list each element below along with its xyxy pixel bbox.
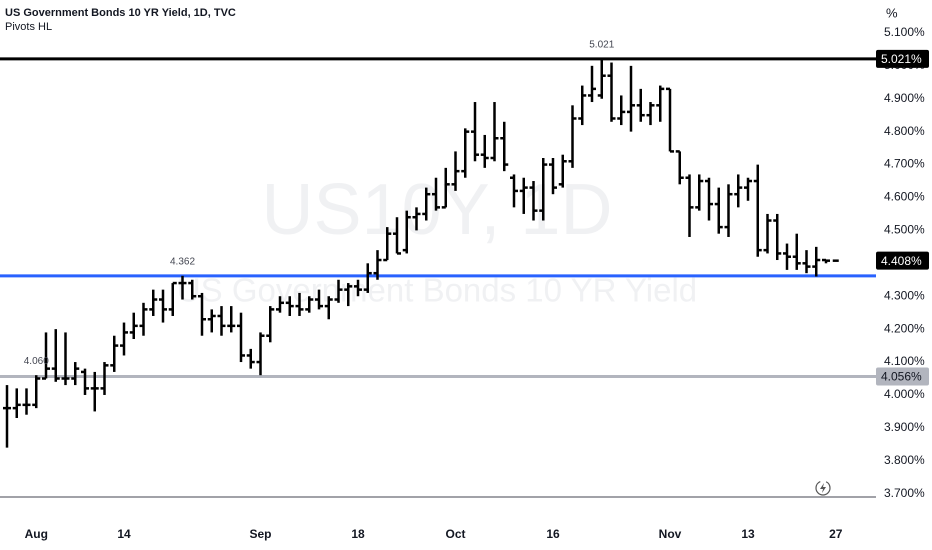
y-tick-label: 4.000% (884, 387, 925, 401)
y-tick-label: 5.100% (884, 25, 925, 39)
y-tick-label: 4.700% (884, 157, 925, 171)
chart-title: US Government Bonds 10 YR Yield, 1D, TVC (5, 7, 236, 19)
last-price-label: 4.408% (881, 254, 922, 268)
x-tick-label: Oct (445, 527, 465, 541)
replay-icon[interactable] (815, 480, 831, 496)
y-tick-label: 3.800% (884, 453, 925, 467)
x-tick-label: Sep (249, 527, 271, 541)
icon-ring (815, 480, 831, 496)
icon-bolt (820, 483, 826, 493)
x-tick-label: 14 (117, 527, 131, 541)
y-tick-label: 3.900% (884, 420, 925, 434)
level-price-label: 4.056% (881, 370, 922, 384)
pivot-label: 4.362 (170, 256, 195, 267)
x-tick-label: Aug (25, 527, 48, 541)
x-tick-label: Nov (659, 527, 682, 541)
x-tick-label: 13 (741, 527, 755, 541)
y-tick-label: 3.700% (884, 486, 925, 500)
x-tick-label: 27 (829, 527, 843, 541)
indicator-name: Pivots HL (5, 21, 52, 33)
y-tick-label: 4.800% (884, 124, 925, 138)
y-tick-label: 4.900% (884, 91, 925, 105)
pivot-label: 4.060 (24, 356, 49, 367)
level-price-label: 5.021% (881, 52, 922, 66)
y-tick-label: 4.500% (884, 223, 925, 237)
pivot-label: 5.021 (589, 40, 614, 51)
last-price-box (876, 251, 929, 270)
x-tick-label: 18 (351, 527, 365, 541)
watermark-name: US Government Bonds 10 YR Yield (177, 272, 697, 309)
y-tick-label: 4.600% (884, 190, 925, 204)
x-tick-label: 16 (546, 527, 560, 541)
level-price-box (876, 367, 929, 386)
unit-label: % (886, 5, 898, 20)
level-price-box (876, 49, 929, 68)
y-tick-label: 4.200% (884, 321, 925, 335)
y-tick-label: 4.100% (884, 354, 925, 368)
y-tick-label: 4.300% (884, 288, 925, 302)
